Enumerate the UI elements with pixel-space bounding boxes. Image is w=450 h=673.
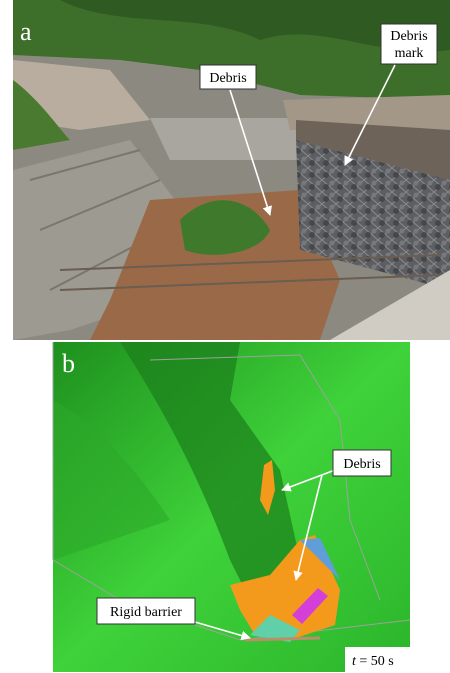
panel-a-label: a <box>20 17 32 46</box>
page: a Debris Debris mark b Debris Rigid barr… <box>0 0 450 673</box>
callout: mark <box>395 46 424 61</box>
callout: Debris <box>209 71 246 86</box>
figure: a Debris Debris mark b Debris Rigid barr… <box>0 0 450 673</box>
time-label: t = 50 s <box>352 654 394 669</box>
time-rest: = 50 s <box>359 654 393 669</box>
callout: Rigid barrier <box>110 605 182 620</box>
panel-b-label: b <box>62 349 75 378</box>
time-variable: t <box>352 654 357 669</box>
callout: Debris <box>343 457 380 472</box>
callout: Debris <box>390 29 427 44</box>
